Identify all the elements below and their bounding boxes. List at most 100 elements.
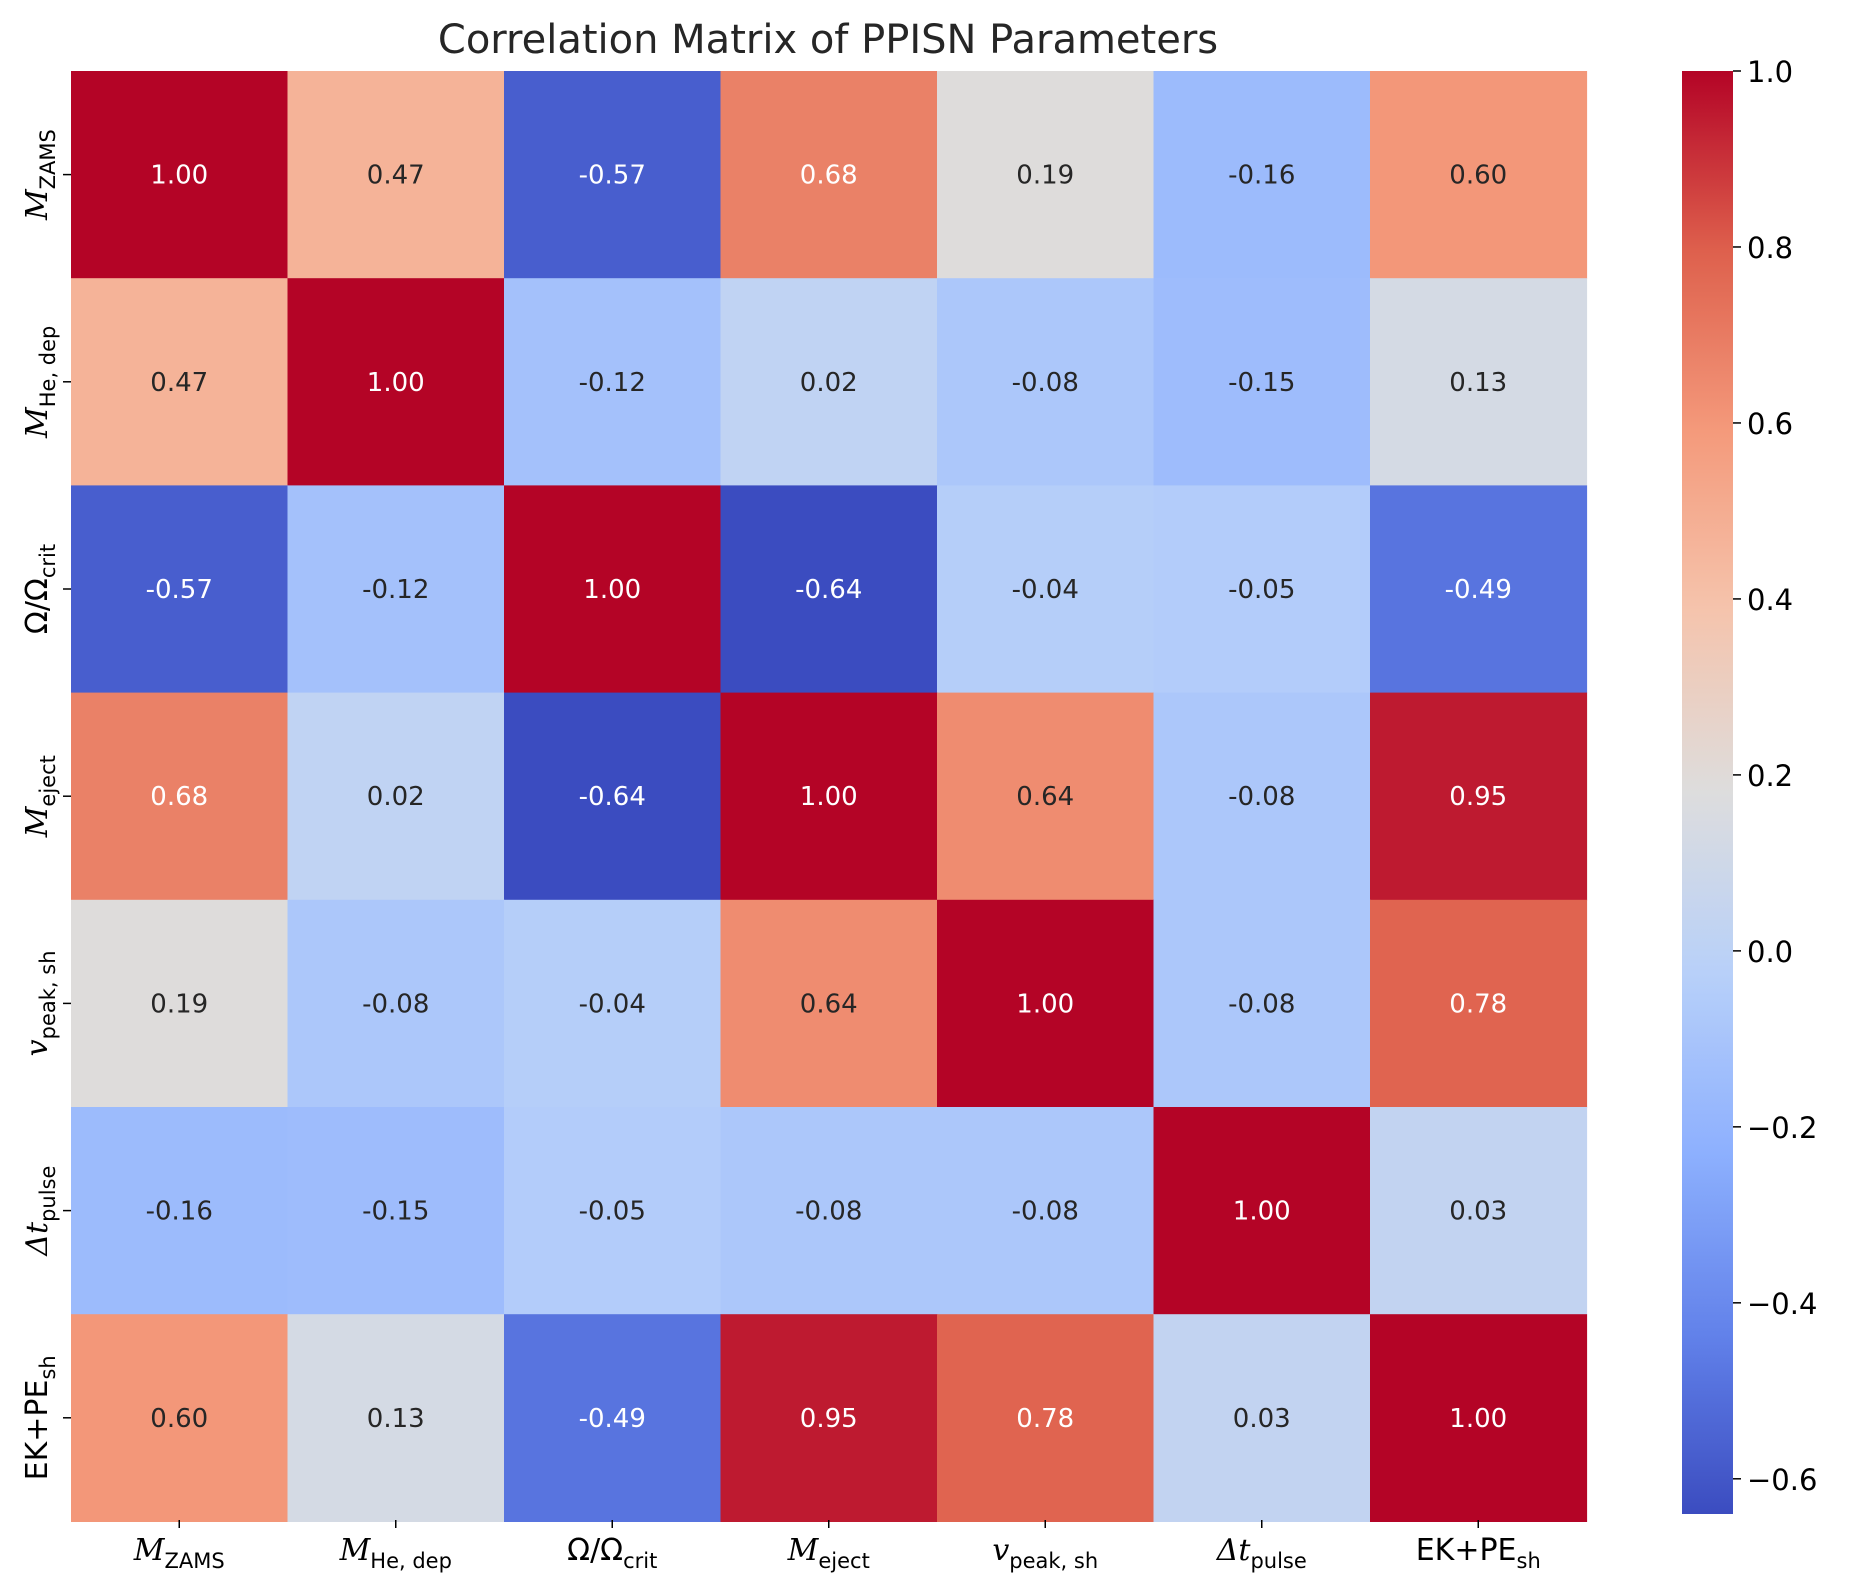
heatmap-cell: [1370, 485, 1588, 694]
heatmap-cell: [287, 278, 505, 486]
cell-annotations: 1.00 0.47 -0.57 0.68 0.19 -0.16 0.60 0.47 1.00 -0…: [146, 161, 1512, 1434]
x-tick-label: Meject: [787, 1533, 870, 1573]
heatmap-cell: [1370, 899, 1588, 1108]
cell-value-label: -0.15: [362, 1197, 429, 1227]
cell-value-label: 1.00: [583, 575, 641, 605]
cell-value-label: -0.08: [1228, 782, 1295, 812]
cell-value-label: -0.04: [579, 989, 646, 1019]
colorbar-tick-label: 0.2: [1747, 759, 1793, 793]
heatmap-cell: [287, 692, 505, 901]
colorbar-tick-label: 0.0: [1747, 935, 1793, 969]
heatmap-cell: [504, 692, 722, 901]
y-tick-label: Δtpulse: [20, 1166, 60, 1257]
colorbar-tick-label: −0.6: [1747, 1463, 1817, 1497]
cell-value-label: -0.12: [362, 575, 429, 605]
cell-value-label: -0.16: [1228, 161, 1295, 191]
x-tick-label: EK+PEsh: [1416, 1533, 1541, 1573]
heatmap-cell: [287, 1314, 505, 1522]
y-tick-label: MHe, dep: [20, 326, 60, 439]
heatmap-cell: [504, 1107, 722, 1315]
heatmap-cells: [71, 71, 1588, 1522]
heatmap-cell: [287, 1107, 505, 1315]
heatmap-cell: [937, 1314, 1155, 1522]
heatmap-cell: [1153, 1107, 1371, 1315]
colorbar-tick-label: 0.6: [1747, 407, 1793, 441]
heatmap-cell: [720, 1107, 938, 1315]
heatmap-cell: [937, 899, 1155, 1108]
cell-value-label: 1.00: [1016, 989, 1074, 1019]
cell-value-label: -0.08: [1012, 1197, 1079, 1227]
cell-value-label: 0.60: [1449, 161, 1507, 191]
cell-value-label: -0.49: [579, 1404, 646, 1434]
heatmap-cell: [71, 692, 289, 901]
heatmap-cell: [504, 899, 722, 1108]
cell-value-label: 0.13: [1449, 368, 1507, 398]
heatmap-cell: [720, 899, 938, 1108]
heatmap-cell: [504, 1314, 722, 1522]
cell-value-label: 0.47: [367, 161, 425, 191]
heatmap-cell: [287, 899, 505, 1108]
heatmap-cell: [937, 485, 1155, 694]
colorbar-gradient: [1682, 71, 1733, 1514]
heatmap-cell: [71, 899, 289, 1108]
cell-value-label: -0.08: [1228, 989, 1295, 1019]
heatmap-cell: [1370, 71, 1588, 279]
cell-value-label: 1.00: [800, 782, 858, 812]
cell-value-label: 0.02: [800, 368, 858, 398]
cell-value-label: -0.04: [1012, 575, 1079, 605]
y-tick-label: vpeak, sh: [20, 950, 60, 1056]
colorbar-tick-label: 1.0: [1747, 55, 1793, 89]
heatmap-cell: [71, 278, 289, 486]
cell-value-label: -0.05: [1228, 575, 1295, 605]
heatmap-cell: [720, 1314, 938, 1522]
cell-value-label: -0.08: [362, 989, 429, 1019]
cell-value-label: 0.19: [150, 989, 208, 1019]
heatmap-cell: [1153, 899, 1371, 1108]
colorbar-tick-label: 0.4: [1747, 583, 1793, 617]
heatmap-cell: [1153, 1314, 1371, 1522]
y-tick-label: MZAMS: [20, 129, 60, 221]
colorbar-tick-label: −0.4: [1747, 1287, 1817, 1321]
chart-title: Correlation Matrix of PPISN Parameters: [438, 17, 1218, 63]
colorbar-tick-label: −0.2: [1747, 1111, 1817, 1145]
cell-value-label: -0.57: [146, 575, 213, 605]
heatmap-cell: [71, 1107, 289, 1315]
x-tick-label: MHe, dep: [339, 1533, 452, 1573]
x-axis-ticks: MZAMS MHe, dep Ω/Ωcrit Meject vpeak, sh Δtpul…: [133, 1520, 1541, 1573]
cell-value-label: 1.00: [1233, 1197, 1291, 1227]
cell-value-label: -0.57: [579, 161, 646, 191]
x-tick-label: Δtpulse: [1216, 1533, 1307, 1573]
heatmap-cell: [937, 692, 1155, 901]
heatmap-cell: [504, 278, 722, 486]
cell-value-label: -0.08: [795, 1197, 862, 1227]
x-tick-label: vpeak, sh: [992, 1533, 1098, 1573]
cell-value-label: 0.95: [1449, 782, 1507, 812]
cell-value-label: -0.49: [1445, 575, 1512, 605]
heatmap-cell: [1370, 278, 1588, 486]
cell-value-label: 0.64: [800, 989, 858, 1019]
cell-value-label: 0.68: [150, 782, 208, 812]
colorbar: 1.0 0.8 0.6 0.4 0.2 0.0 −0.2 −0.4 −0.6: [1682, 55, 1817, 1514]
heatmap-cell: [1153, 71, 1371, 279]
cell-value-label: 1.00: [367, 368, 425, 398]
cell-value-label: -0.64: [579, 782, 646, 812]
y-tick-label: Ω/Ωcrit: [20, 544, 60, 634]
heatmap-cell: [504, 71, 722, 279]
x-tick-label: Ω/Ωcrit: [567, 1533, 657, 1573]
heatmap-cell: [1153, 485, 1371, 694]
cell-value-label: 1.00: [1449, 1404, 1507, 1434]
heatmap-cell: [1153, 278, 1371, 486]
y-tick-label: Meject: [20, 755, 60, 838]
heatmap-cell: [1370, 692, 1588, 901]
cell-value-label: 0.13: [367, 1404, 425, 1434]
heatmap-cell: [71, 1314, 289, 1522]
cell-value-label: 0.02: [367, 782, 425, 812]
cell-value-label: -0.05: [579, 1197, 646, 1227]
cell-value-label: 0.64: [1016, 782, 1074, 812]
cell-value-label: -0.15: [1228, 368, 1295, 398]
heatmap-cell: [720, 71, 938, 279]
heatmap-cell: [1153, 692, 1371, 901]
cell-value-label: 1.00: [150, 161, 208, 191]
heatmap-cell: [937, 278, 1155, 486]
